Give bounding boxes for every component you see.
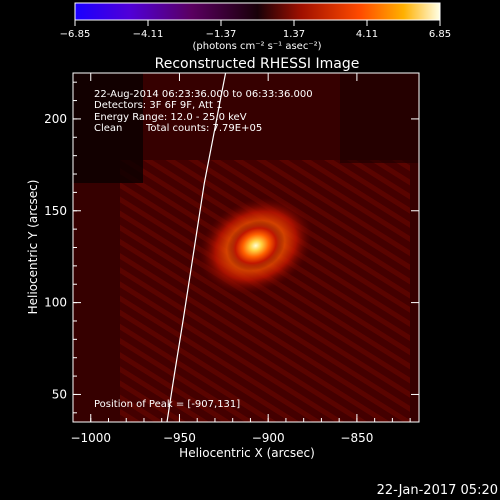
x-axis: −1000 −950 −900 −850 [70, 73, 411, 445]
x-tick-label: −850 [340, 431, 373, 445]
x-axis-label: Heliocentric X (arcsec) [179, 446, 315, 460]
heatmap-dark-corner [73, 73, 143, 183]
colorbar-gradient [74, 2, 441, 21]
y-tick-label: 100 [44, 296, 67, 310]
colorbar-tick-label: 4.11 [356, 29, 378, 40]
plot-area [73, 73, 419, 422]
y-tick-label: 150 [44, 204, 67, 218]
annotation-block: 22-Aug-2014 06:23:36.000 to 06:33:36.000… [94, 89, 313, 410]
colorbar-tick-label: −1.37 [206, 29, 237, 40]
footer-timestamp: 22-Jan-2017 05:20 [377, 483, 498, 498]
chart-title: Reconstructed RHESSI Image [155, 56, 360, 72]
x-tick-label: −900 [252, 431, 285, 445]
y-tick-label: 50 [52, 387, 67, 401]
colorbar-tick-label: 1.37 [283, 29, 305, 40]
annotation-detectors: Detectors: 3F 6F 9F, Att 1 [94, 100, 222, 111]
solar-limb-line [166, 73, 227, 422]
heatmap-dark-corner-right [340, 73, 419, 163]
y-tick-label: 200 [44, 112, 67, 126]
colorbar-tick-label: −6.85 [60, 29, 91, 40]
flare-source-core [226, 220, 285, 271]
x-tick-label: −1000 [70, 431, 111, 445]
annotation-counts: Total counts: 7.79E+05 [145, 123, 262, 134]
annotation-time-range: 22-Aug-2014 06:23:36.000 to 06:33:36.000 [94, 89, 313, 100]
annotation-peak: Position of Peak = [-907,131] [94, 399, 240, 410]
y-axis-label: Heliocentric Y (arcsec) [26, 180, 40, 315]
annotation-clean: Clean [94, 123, 122, 134]
colorbar-tick-label: 6.85 [429, 29, 451, 40]
colorbar: −6.85 −4.11 −1.37 1.37 4.11 6.85 (photons cm⁻… [60, 2, 451, 52]
y-axis: 50 100 150 200 [44, 81, 419, 414]
colorbar-tick-label: −4.11 [133, 29, 164, 40]
colorbar-unit-label: (photons cm⁻² s⁻¹ asec⁻²) [192, 41, 321, 52]
x-tick-label: −950 [163, 431, 196, 445]
annotation-energy: Energy Range: 12.0 - 25.0 keV [94, 112, 247, 123]
